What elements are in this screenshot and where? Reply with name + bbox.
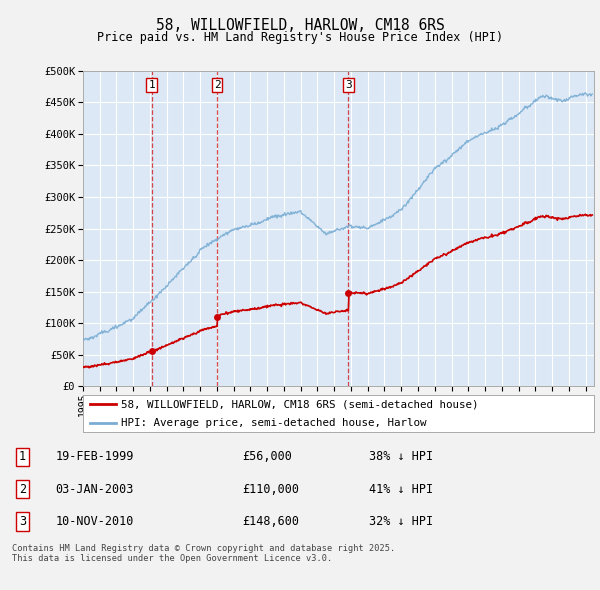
- Text: 3: 3: [19, 515, 26, 528]
- Text: HPI: Average price, semi-detached house, Harlow: HPI: Average price, semi-detached house,…: [121, 418, 427, 428]
- Text: 38% ↓ HPI: 38% ↓ HPI: [369, 450, 433, 463]
- Text: £56,000: £56,000: [242, 450, 292, 463]
- Text: 3: 3: [345, 80, 352, 90]
- Text: 2: 2: [214, 80, 220, 90]
- Text: 03-JAN-2003: 03-JAN-2003: [55, 483, 134, 496]
- Text: 2: 2: [19, 483, 26, 496]
- Text: £148,600: £148,600: [242, 515, 299, 528]
- Text: 41% ↓ HPI: 41% ↓ HPI: [369, 483, 433, 496]
- Text: Contains HM Land Registry data © Crown copyright and database right 2025.
This d: Contains HM Land Registry data © Crown c…: [12, 544, 395, 563]
- Text: 32% ↓ HPI: 32% ↓ HPI: [369, 515, 433, 528]
- Text: 19-FEB-1999: 19-FEB-1999: [55, 450, 134, 463]
- Text: 10-NOV-2010: 10-NOV-2010: [55, 515, 134, 528]
- Text: 1: 1: [19, 450, 26, 463]
- Text: Price paid vs. HM Land Registry's House Price Index (HPI): Price paid vs. HM Land Registry's House …: [97, 31, 503, 44]
- Text: 58, WILLOWFIELD, HARLOW, CM18 6RS (semi-detached house): 58, WILLOWFIELD, HARLOW, CM18 6RS (semi-…: [121, 399, 479, 409]
- Text: 58, WILLOWFIELD, HARLOW, CM18 6RS: 58, WILLOWFIELD, HARLOW, CM18 6RS: [155, 18, 445, 32]
- Text: £110,000: £110,000: [242, 483, 299, 496]
- Text: 1: 1: [148, 80, 155, 90]
